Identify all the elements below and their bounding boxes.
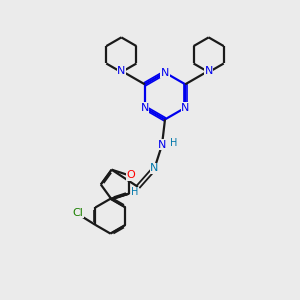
Text: Cl: Cl (73, 208, 84, 218)
Text: N: N (150, 163, 159, 173)
Text: H: H (170, 137, 177, 148)
Text: N: N (205, 66, 213, 76)
Text: N: N (181, 103, 190, 113)
Text: O: O (126, 170, 135, 180)
Text: N: N (158, 140, 166, 150)
Text: N: N (161, 68, 169, 78)
Text: N: N (117, 66, 125, 76)
Text: H: H (131, 187, 139, 197)
Text: N: N (140, 103, 149, 113)
